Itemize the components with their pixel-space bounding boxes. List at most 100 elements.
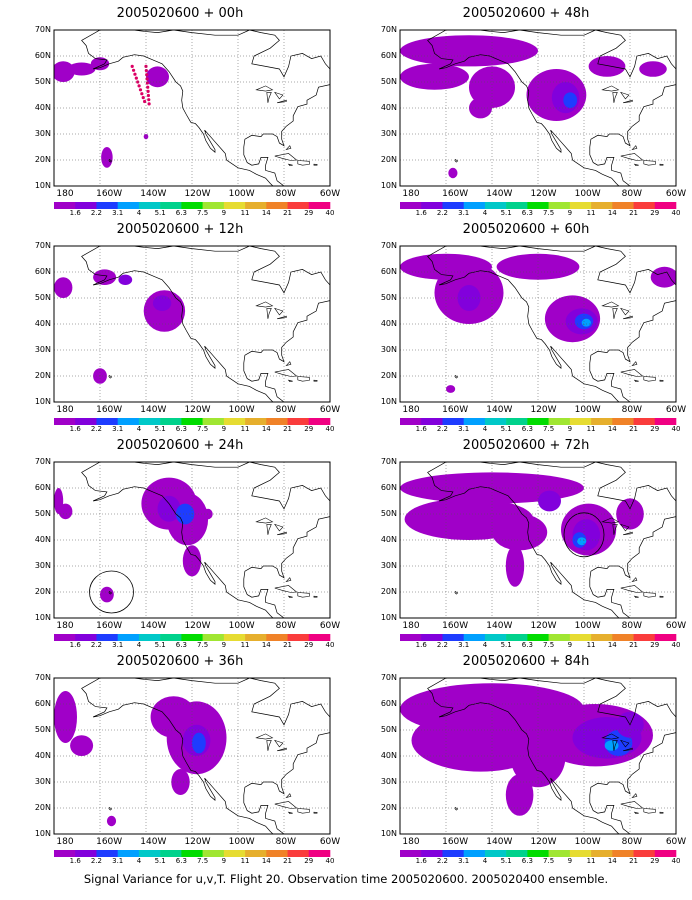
latitude-label: 60N xyxy=(380,267,397,276)
colorbar-label: 40 xyxy=(671,641,681,649)
coastline xyxy=(255,85,274,92)
longitude-label: 180 xyxy=(402,405,420,415)
colorbar-label: 3.1 xyxy=(112,425,124,433)
colorbar-segment xyxy=(223,202,246,209)
longitude-label: 160W xyxy=(442,405,469,415)
coastline xyxy=(297,376,310,382)
coastline xyxy=(313,163,318,166)
variance-region xyxy=(93,269,117,285)
colorbar-label: 2.2 xyxy=(90,641,103,649)
coastline xyxy=(612,92,618,103)
colorbar-segment xyxy=(421,418,443,425)
map-panel: 2005020600 + 00h 70N 60N 50N 40N 30N 20N 10N 180… xyxy=(20,6,340,218)
colorbar-segment xyxy=(442,418,464,425)
colorbar-segment xyxy=(96,202,118,209)
colorbar-label: 6.3 xyxy=(175,641,187,649)
colorbar-label: 7.5 xyxy=(543,425,555,433)
coastline xyxy=(81,462,330,618)
colorbar-segment xyxy=(266,634,288,641)
colorbar-segment xyxy=(96,418,118,425)
colorbar-segment xyxy=(527,202,549,209)
colorbar-label: 9 xyxy=(221,425,227,433)
contour-line xyxy=(563,512,605,558)
latitude-label: 40N xyxy=(380,751,397,760)
coastline xyxy=(285,361,292,367)
map-canvas xyxy=(399,29,677,209)
variance-region xyxy=(146,66,169,88)
colorbar-label: 6.3 xyxy=(521,857,533,865)
variance-region xyxy=(54,691,77,743)
observation-point xyxy=(138,88,143,92)
variance-region xyxy=(58,503,73,520)
coastline xyxy=(81,30,330,186)
observation-point xyxy=(145,81,149,85)
colorbar-label: 3.1 xyxy=(458,641,470,649)
colorbar-label: 5.1 xyxy=(500,641,512,649)
latitude-label: 40N xyxy=(34,751,51,760)
colorbar-label: 5.1 xyxy=(154,641,166,649)
colorbar-label: 1.6 xyxy=(415,641,427,649)
colorbar-segment xyxy=(527,850,549,857)
colorbar-segment xyxy=(506,850,528,857)
variance-region xyxy=(118,274,133,285)
coastline xyxy=(427,246,676,402)
colorbar-label: 2.2 xyxy=(436,209,449,217)
colorbar-segment xyxy=(287,634,310,641)
colorbar-label: 40 xyxy=(671,209,681,217)
colorbar-segment xyxy=(245,634,267,641)
colorbar-segment xyxy=(591,202,613,209)
colorbar-segment xyxy=(569,202,592,209)
coastline xyxy=(266,308,272,319)
colorbar-label: 40 xyxy=(325,641,335,649)
latitude-label: 70N xyxy=(380,457,397,466)
latitude-label: 10N xyxy=(380,397,397,406)
colorbar-label: 9 xyxy=(221,857,227,865)
colorbar-label: 21 xyxy=(283,425,292,433)
colorbar-label: 21 xyxy=(629,857,638,865)
latitude-label: 20N xyxy=(34,155,51,164)
colorbar-segment xyxy=(612,850,634,857)
colorbar-label: 7.5 xyxy=(543,209,555,217)
colorbar-segment xyxy=(527,418,549,425)
colorbar-segment xyxy=(223,850,246,857)
coastline xyxy=(659,811,664,814)
latitude-label: 70N xyxy=(34,457,51,466)
map-frame xyxy=(53,461,331,619)
latitude-label: 20N xyxy=(34,587,51,596)
latitude-label: 70N xyxy=(380,241,397,250)
longitude-label: 100W xyxy=(228,405,255,415)
longitude-label: 140W xyxy=(140,189,167,199)
coastline xyxy=(601,301,620,308)
coastline xyxy=(612,524,618,535)
latitude-label: 20N xyxy=(380,371,397,380)
latitude-label: 70N xyxy=(34,241,51,250)
coastline xyxy=(285,145,292,151)
colorbar-segment xyxy=(633,850,656,857)
coastline xyxy=(643,376,656,382)
coastline xyxy=(297,160,310,166)
colorbar-label: 1.6 xyxy=(69,425,81,433)
colorbar-label: 40 xyxy=(325,209,335,217)
colorbar-label: 11 xyxy=(586,209,596,217)
colorbar-segment xyxy=(160,850,182,857)
map-panel: 2005020600 + 36h 70N 60N 50N 40N 30N 20N 10N 180… xyxy=(20,654,340,866)
longitude-label: 100W xyxy=(228,837,255,847)
colorbar-label: 9 xyxy=(567,641,573,649)
coastline xyxy=(623,315,633,320)
colorbar-segment xyxy=(160,634,182,641)
longitude-label: 120W xyxy=(184,405,211,415)
colorbar-label: 11 xyxy=(240,425,250,433)
colorbar-label: 11 xyxy=(586,857,596,865)
coastline xyxy=(427,678,676,834)
latitude-label: 30N xyxy=(34,129,51,138)
coastline xyxy=(427,30,676,186)
coastline xyxy=(81,678,330,834)
panel-title: 2005020600 + 36h xyxy=(116,654,244,669)
colorbar-label: 21 xyxy=(629,209,638,217)
colorbar-segment xyxy=(484,850,507,857)
panel-title: 2005020600 + 48h xyxy=(462,6,590,21)
colorbar-label: 3.1 xyxy=(112,857,124,865)
variance-region xyxy=(650,266,676,288)
variance-region xyxy=(203,508,213,520)
colorbar-segment xyxy=(160,202,182,209)
